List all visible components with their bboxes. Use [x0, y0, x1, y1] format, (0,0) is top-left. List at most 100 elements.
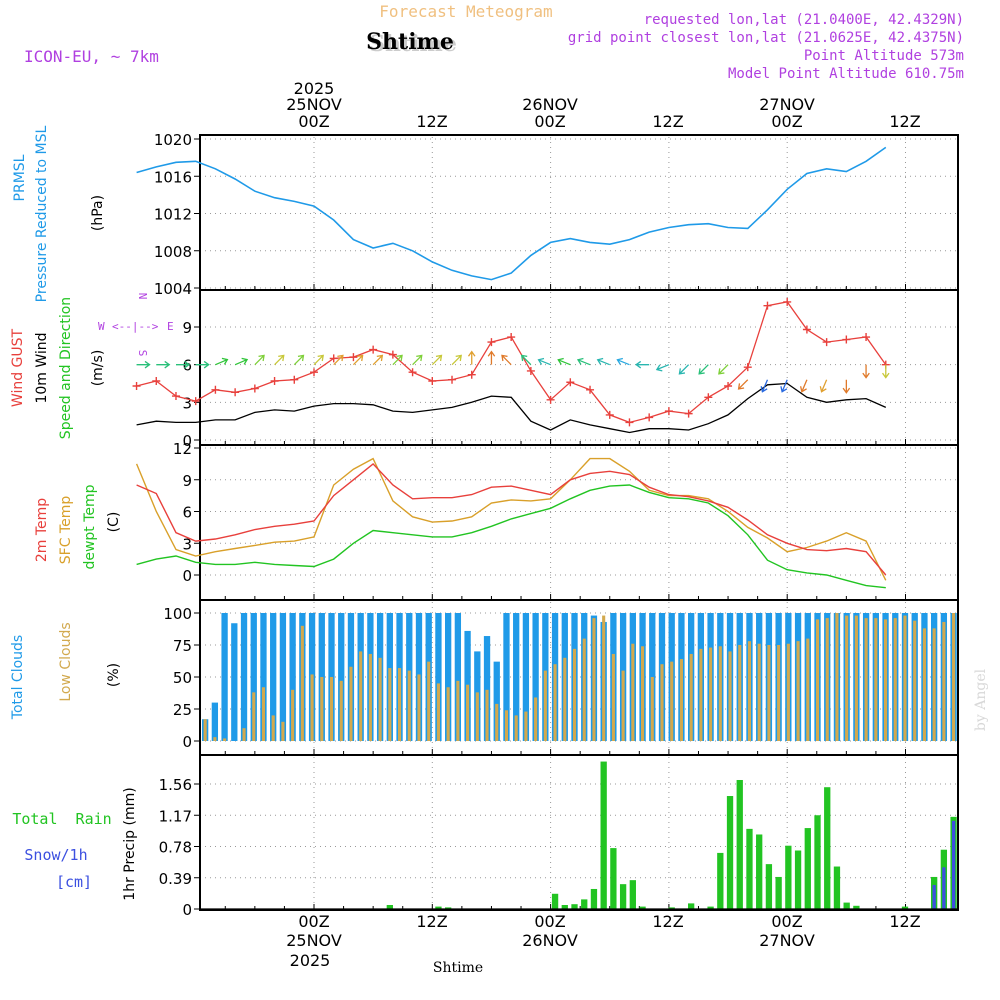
- prmsl-unit-label: (hPa): [90, 195, 106, 231]
- total-cloud-bar: [289, 613, 296, 741]
- gust-marker: [862, 333, 871, 342]
- gust-marker: [290, 375, 299, 384]
- rain-bar: [571, 904, 578, 909]
- sfc-temp-line: [135, 457, 887, 581]
- top-hour-label: 12Z: [652, 112, 683, 131]
- total-cloud-bar: [279, 613, 287, 741]
- total-cloud-bar: [260, 613, 267, 741]
- wind-direction-arrow: [293, 354, 305, 366]
- gust-marker: [467, 370, 476, 379]
- total-cloud-bar: [503, 613, 510, 741]
- total-cloud-bar: [211, 702, 219, 741]
- rain-bar: [765, 864, 773, 909]
- low-cloud-bar: [835, 613, 839, 741]
- y-tick-label: 0.39: [159, 870, 192, 888]
- low-cloud-bar: [291, 689, 295, 741]
- y-tick-label: 0: [182, 432, 192, 450]
- low-cloud-bar: [495, 703, 499, 741]
- low-cloud-bar: [942, 621, 946, 741]
- low-cloud-bar: [543, 670, 547, 741]
- prmsl-desc-label: Pressure Reduced to MSL: [34, 125, 50, 302]
- low-cloud-bar: [592, 618, 596, 741]
- low-cloud-bar: [300, 625, 304, 741]
- wind-direction-arrow: [842, 379, 851, 394]
- total-cloud-bar: [338, 613, 345, 741]
- gust-marker: [329, 354, 338, 363]
- y-tick-label: 100: [163, 605, 192, 623]
- top-hour-label: 12Z: [889, 112, 920, 131]
- dewpt-line: [136, 484, 886, 589]
- low-cloud-bar: [670, 661, 674, 741]
- gust-marker: [664, 407, 673, 416]
- wind-direction-arrow: [520, 354, 532, 366]
- top-hour-label: 00Z: [534, 112, 565, 131]
- top-year-label: 2025: [294, 79, 335, 98]
- low-cloud-bar: [815, 619, 820, 741]
- gust-marker: [566, 378, 575, 387]
- gust-marker: [625, 418, 634, 427]
- low-cloud-bar: [699, 648, 703, 741]
- low-cloud-bar: [485, 689, 489, 741]
- low-cloud-bar: [641, 646, 645, 741]
- wind-direction-arrow: [175, 360, 191, 369]
- rain-bar: [386, 904, 393, 909]
- bottom-hour-label: 00Z: [298, 912, 329, 931]
- gust-marker: [191, 397, 200, 406]
- low-cloud-bar: [359, 651, 363, 741]
- rain-bar: [785, 845, 792, 909]
- y-tick-label: 1.17: [159, 807, 192, 825]
- point-altitude: Point Altitude 573m: [804, 48, 964, 64]
- gust-marker: [270, 376, 279, 385]
- low-cloud-bar: [261, 687, 266, 741]
- low-cloud-bar: [709, 647, 713, 741]
- low-cloud-bar: [738, 645, 742, 741]
- low-cloud-bar: [417, 674, 421, 741]
- rain-bar: [901, 906, 909, 909]
- snow-bar: [942, 867, 946, 909]
- gust-marker: [645, 413, 654, 422]
- gust-marker: [586, 385, 595, 394]
- wind-direction-arrow: [698, 364, 709, 375]
- wind-direction-arrow: [537, 357, 551, 366]
- y-tick-label: 1.56: [159, 776, 192, 794]
- grid-point-lonlat: grid point closest lon,lat (21.0625E, 42…: [568, 30, 964, 46]
- bottom-hour-label: 12Z: [652, 912, 683, 931]
- rain-bar: [445, 907, 452, 909]
- wind-direction-arrow: [718, 364, 729, 375]
- gust-marker: [487, 338, 496, 347]
- rain-bar: [581, 899, 588, 909]
- y-tick-label: 0.78: [159, 839, 192, 857]
- rain-bar: [590, 888, 598, 909]
- wind-direction-arrow: [737, 379, 749, 390]
- total-cloud-bar: [445, 613, 452, 741]
- wind-direction-arrow: [156, 360, 171, 369]
- low-cloud-bar: [650, 677, 654, 741]
- bottom-hour-label: 00Z: [771, 912, 802, 931]
- title-location: Shtime: [366, 29, 454, 55]
- gust-marker: [448, 375, 457, 384]
- rain-bar: [610, 848, 617, 909]
- wind-direction-arrow: [254, 354, 265, 366]
- gust-marker: [684, 409, 693, 418]
- bottom-hour-label: 00Z: [534, 912, 565, 931]
- dewpt-label: dewpt Temp: [82, 484, 98, 569]
- gust-marker: [171, 392, 180, 401]
- gust-label: Wind GUST: [10, 328, 26, 407]
- y-tick-label: 6: [182, 504, 192, 522]
- low-cloud-bar: [786, 643, 790, 741]
- gust-marker: [802, 325, 811, 334]
- low-cloud-bar: [436, 683, 440, 741]
- low-cloud-bar: [796, 641, 800, 741]
- rain-bar: [794, 850, 802, 909]
- gust-marker: [369, 345, 378, 354]
- y-tick-label: 9: [182, 319, 192, 337]
- low-cloud-bar: [213, 737, 217, 741]
- precip-unit-label: 1hr Precip (mm): [122, 787, 138, 900]
- gust-marker: [408, 368, 417, 377]
- wind-direction-arrow: [215, 357, 229, 366]
- gust-marker: [704, 393, 713, 402]
- wind-direction-arrow: [780, 379, 788, 393]
- total-cloud-bar: [231, 623, 238, 741]
- compass-n: N: [136, 293, 149, 300]
- wind-direction-arrow: [333, 354, 344, 366]
